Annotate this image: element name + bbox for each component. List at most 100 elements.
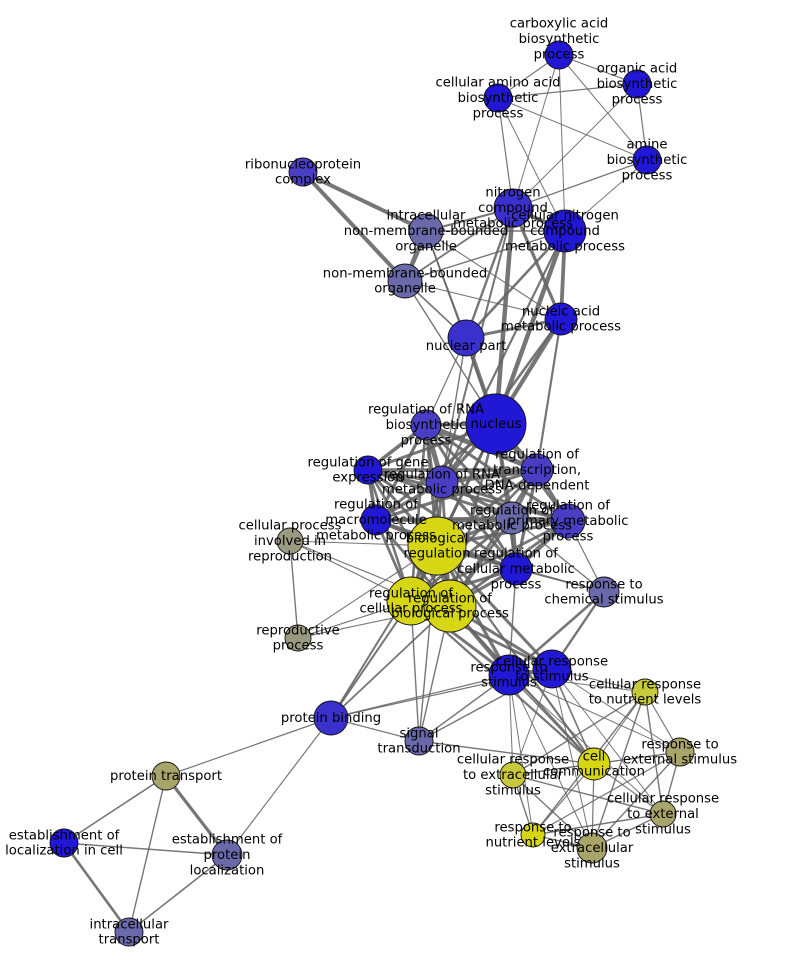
- graph-edge: [301, 170, 428, 233]
- graph-node[interactable]: intracellular non-membrane-bounded organ…: [408, 213, 444, 249]
- graph-node[interactable]: cellular response to external stimulus: [649, 800, 677, 828]
- edges-layer: [62, 54, 681, 934]
- graph-edge: [289, 540, 299, 639]
- graph-edge: [165, 717, 332, 777]
- graph-node[interactable]: response to chemical stimulus: [588, 576, 620, 608]
- graph-node[interactable]: protein binding: [313, 700, 349, 736]
- graph-edge: [497, 83, 638, 99]
- graph-node[interactable]: cell communication: [577, 747, 611, 781]
- graph-node[interactable]: regulation of primary metabolic process: [550, 503, 586, 539]
- graph-node[interactable]: intracellular transport: [114, 917, 144, 947]
- node-label: nuclear part: [426, 339, 506, 354]
- node-label: cellular response to nutrient levels: [589, 677, 702, 707]
- graph-edge: [512, 54, 560, 209]
- node-label: response to extracellular stimulus: [551, 826, 634, 872]
- graph-edge: [511, 206, 563, 321]
- graph-edge: [374, 423, 428, 522]
- graph-edge: [418, 668, 553, 742]
- node-label: regulation of transcription, DNA-dependent: [485, 448, 590, 494]
- graph-node[interactable]: cellular nitrogen compound metabolic pro…: [543, 209, 587, 253]
- graph-edge: [226, 717, 332, 856]
- graph-node[interactable]: nucleus: [465, 393, 527, 455]
- graph-edge: [404, 207, 514, 282]
- node-label: protein transport: [110, 769, 222, 784]
- node-label: intracellular transport: [90, 917, 169, 947]
- graph-edge: [128, 775, 167, 933]
- graph-edge: [425, 230, 562, 320]
- graph-node[interactable]: cellular response to stimulus: [532, 649, 572, 689]
- node-label: regulation of cellular process: [359, 586, 462, 616]
- graph-edge: [512, 83, 638, 209]
- node-label: carboxylic acid biosynthetic process: [510, 17, 609, 63]
- graph-node[interactable]: amine biosynthetic process: [632, 145, 662, 175]
- graph-node[interactable]: regulation of transcription, DNA-depende…: [520, 453, 554, 487]
- graph-node[interactable]: regulation of RNA metabolic process: [425, 465, 459, 499]
- graph-edge: [591, 691, 646, 849]
- node-label: regulation of primary metabolic process: [507, 499, 628, 545]
- node-label: cellular nitrogen compound metabolic proce…: [505, 209, 625, 255]
- graph-edge: [374, 468, 539, 522]
- graph-node[interactable]: cellular response to nutrient levels: [631, 678, 659, 706]
- node-label: regulation of cellular metabolic process: [457, 547, 575, 593]
- graph-node[interactable]: regulation of macromolecule metabolic pr…: [360, 504, 392, 536]
- node-label: reproductive process: [256, 623, 340, 653]
- graph-node[interactable]: non-membrane-bounded organelle: [387, 263, 423, 299]
- graph-edge: [497, 97, 648, 161]
- graph-node[interactable]: regulation of metabolic process: [495, 501, 529, 535]
- graph-node[interactable]: regulation of cellular metabolic process: [499, 552, 533, 586]
- node-label: regulation of macromolecule metabolic proc…: [316, 498, 436, 544]
- graph-node[interactable]: reproductive process: [284, 624, 312, 652]
- graph-node[interactable]: signal transduction: [404, 726, 434, 756]
- graph-edge: [512, 691, 646, 776]
- graph-edge: [301, 170, 407, 283]
- graph-edge: [551, 668, 593, 849]
- graph-node[interactable]: response to extracellular stimulus: [576, 832, 608, 864]
- node-label: non-membrane-bounded organelle: [323, 266, 487, 296]
- node-label: biological regulation: [404, 531, 471, 561]
- graph-edge: [512, 159, 648, 209]
- graph-edge: [418, 740, 595, 765]
- graph-node[interactable]: cellular response to extracellular stimu…: [499, 761, 527, 789]
- graph-edge: [535, 317, 563, 472]
- graph-node[interactable]: cellular amino acid biosynthetic process: [483, 83, 513, 113]
- graph-node[interactable]: regulation of biological process: [423, 579, 477, 633]
- node-label: nucleus: [471, 417, 522, 432]
- graph-node[interactable]: protein transport: [151, 761, 181, 791]
- graph-edge: [532, 813, 664, 836]
- node-label: regulation of RNA metabolic process: [382, 467, 502, 497]
- labels-layer: carboxylic acid biosynthetic process organi…: [5, 17, 737, 948]
- graph-edge: [63, 842, 228, 856]
- graph-node[interactable]: response to external stimulus: [665, 737, 695, 767]
- graph-node[interactable]: regulation of RNA biosynthetic process: [410, 409, 442, 441]
- graph-node[interactable]: response to nutrient levels: [520, 822, 546, 848]
- graph-node[interactable]: nucleic acid metabolic process: [544, 302, 578, 336]
- graph-node[interactable]: biological regulation: [407, 516, 467, 576]
- node-label: cellular response to extracellular stimulu…: [457, 753, 569, 799]
- graph-edge: [507, 590, 606, 677]
- graph-node[interactable]: ribonucleoprotein complex: [288, 157, 318, 187]
- graph-node[interactable]: establishment of protein localization: [211, 839, 243, 871]
- graph-edge: [404, 230, 566, 282]
- node-label: response to external stimulus: [623, 737, 737, 767]
- graph-node[interactable]: carboxylic acid biosynthetic process: [544, 40, 574, 70]
- graph-node[interactable]: regulation of gene expression: [353, 455, 383, 485]
- graph-node[interactable]: nitrogen compound metabolic process: [493, 188, 533, 228]
- graph-node[interactable]: nuclear part: [447, 319, 485, 357]
- graph-edge: [508, 674, 593, 849]
- graph-node[interactable]: establishment of localization in cell: [49, 828, 79, 858]
- graph-edge: [330, 545, 438, 719]
- node-label: response to stimulus: [470, 660, 547, 690]
- node-label: cell communication: [543, 749, 645, 779]
- node-label: regulation of metabolic process: [452, 503, 572, 533]
- graph-node[interactable]: organic acid biosynthetic process: [622, 69, 652, 99]
- node-label: establishment of localization in cell: [5, 828, 123, 858]
- graph-node[interactable]: cellular process involved in reproductio…: [276, 527, 304, 555]
- node-label: protein binding: [281, 711, 381, 726]
- graph-node[interactable]: response to stimulus: [488, 654, 530, 696]
- nodes-layer: carboxylic acid biosynthetic process orga…: [49, 40, 695, 947]
- node-label: response to chemical stimulus: [544, 577, 663, 607]
- graph-edge: [644, 691, 664, 815]
- node-label: regulation of RNA biosynthetic process: [368, 403, 484, 449]
- graph-edge: [512, 774, 593, 849]
